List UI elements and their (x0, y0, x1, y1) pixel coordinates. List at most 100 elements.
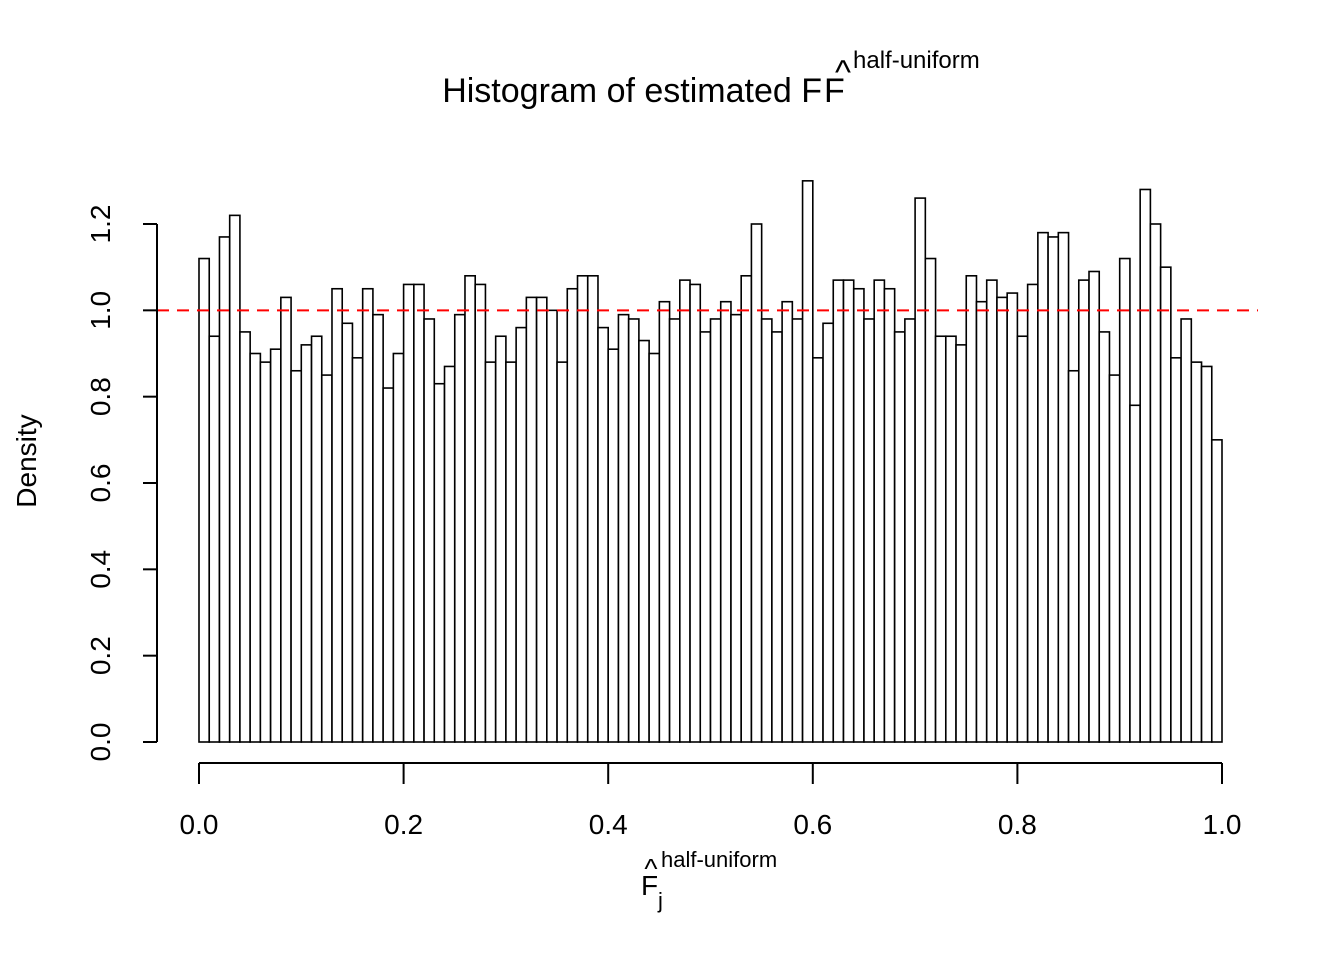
histogram-bar (300, 344, 313, 743)
histogram-bar (668, 318, 681, 743)
histogram-bar (904, 318, 916, 743)
histogram-bar (638, 339, 650, 743)
histogram-bar (228, 214, 241, 743)
histogram-bar (484, 361, 497, 743)
histogram-bar (996, 296, 1008, 743)
histogram-bar (392, 352, 405, 743)
histogram-bar (269, 348, 282, 743)
histogram-bar (1047, 236, 1060, 743)
histogram-bar (290, 369, 303, 743)
histogram-bar (413, 283, 425, 743)
histogram-bar (198, 257, 211, 743)
histogram-bar (239, 331, 251, 743)
y-tick-label: 0.4 (85, 550, 116, 589)
x-axis-label: F ^ half-uniform j (641, 847, 777, 913)
histogram-bar (453, 313, 466, 743)
histogram-bar (893, 331, 906, 743)
histogram-bar (1118, 257, 1131, 743)
histogram-bar (464, 274, 477, 743)
histogram-bar (546, 309, 558, 743)
histogram-bar (944, 335, 957, 743)
histogram-bar (1139, 188, 1152, 743)
histogram-bar (781, 300, 794, 743)
histogram-bar (730, 313, 742, 743)
histogram-bar (852, 287, 865, 743)
histogram-bar (341, 322, 354, 743)
histogram-bar (259, 361, 272, 743)
histogram-bar (771, 331, 783, 743)
histogram-bar (280, 296, 292, 743)
y-tick-label: 0.0 (85, 723, 116, 762)
x-tick-label: 0.0 (180, 809, 219, 840)
histogram-bar (535, 296, 548, 743)
histogram-bar (515, 326, 528, 743)
histogram-bar (699, 331, 712, 743)
histogram-bar (402, 283, 415, 743)
x-tick-label: 0.2 (384, 809, 423, 840)
histogram-bar (1149, 223, 1162, 743)
histogram-bar (1037, 231, 1049, 743)
x-tick-label: 0.8 (998, 809, 1037, 840)
histogram-bar (1077, 279, 1090, 743)
histogram-bar (822, 322, 835, 743)
histogram-bar (249, 352, 262, 743)
histogram-bar (1057, 231, 1070, 743)
chart-title: Histogram of estimated F ^ F half-unifor… (442, 47, 980, 110)
histogram-bar (320, 374, 333, 743)
histogram-bar (1098, 331, 1111, 743)
histogram-bar (679, 279, 691, 743)
x-tick-label: 1.0 (1203, 809, 1242, 840)
histogram-bar (607, 348, 620, 743)
histogram-bar (351, 357, 364, 743)
histogram-bar (382, 387, 395, 743)
histogram-bar (924, 257, 937, 743)
histogram-bar (443, 365, 456, 743)
x-axis-label-hat: ^ (644, 853, 657, 884)
histogram-bar (934, 335, 947, 743)
histogram-bar (218, 236, 231, 743)
histogram-bar (310, 335, 323, 743)
histogram-bar (331, 287, 344, 743)
histogram-bar (1200, 365, 1213, 743)
histogram-bar (597, 326, 609, 743)
histogram-bar (719, 300, 732, 743)
histogram-bar (985, 279, 998, 743)
x-tick-label: 0.6 (793, 809, 832, 840)
chart-title-text: Histogram of estimated F (442, 72, 822, 110)
x-tick-label: 0.4 (589, 809, 628, 840)
histogram-bar (1159, 266, 1172, 743)
histogram-bar (832, 279, 845, 743)
y-tick-label: 1.0 (85, 291, 116, 330)
y-tick-label: 1.2 (85, 205, 116, 244)
histogram-bar (1129, 404, 1141, 743)
histogram-bar (505, 361, 517, 743)
histogram-bar (709, 318, 722, 743)
histogram-bar (863, 318, 875, 743)
histogram-bar (914, 197, 927, 743)
histogram-bar (566, 287, 579, 743)
histogram-bar (627, 318, 640, 743)
y-axis: 0.0 0.2 0.4 0.6 0.8 1.0 1.2 (85, 205, 158, 762)
y-tick-label: 0.6 (85, 464, 116, 503)
histogram-bar (1210, 439, 1223, 743)
x-axis: 0.0 0.2 0.4 0.6 0.8 1.0 (180, 762, 1242, 840)
histogram-bar (760, 318, 773, 743)
histogram-bar (1170, 357, 1182, 743)
chart-title-hat: ^ (835, 54, 851, 92)
histogram-bar (433, 382, 446, 743)
histogram-bar (494, 335, 507, 743)
histogram-bar (1006, 292, 1019, 743)
histogram-bar (740, 274, 753, 743)
chart-title-superscript: half-uniform (853, 47, 980, 74)
histogram-bar (208, 335, 221, 743)
histogram-bar (791, 318, 804, 743)
y-axis-label: Density (11, 414, 42, 507)
histogram-bar (423, 318, 436, 743)
histogram-bar (372, 313, 384, 743)
histogram-bar (1067, 369, 1080, 743)
histogram-bar (873, 279, 886, 743)
histogram-bar (883, 287, 896, 743)
histogram-bar (842, 279, 855, 743)
histogram-bar (965, 274, 978, 743)
x-axis-label-f: F (641, 870, 658, 901)
